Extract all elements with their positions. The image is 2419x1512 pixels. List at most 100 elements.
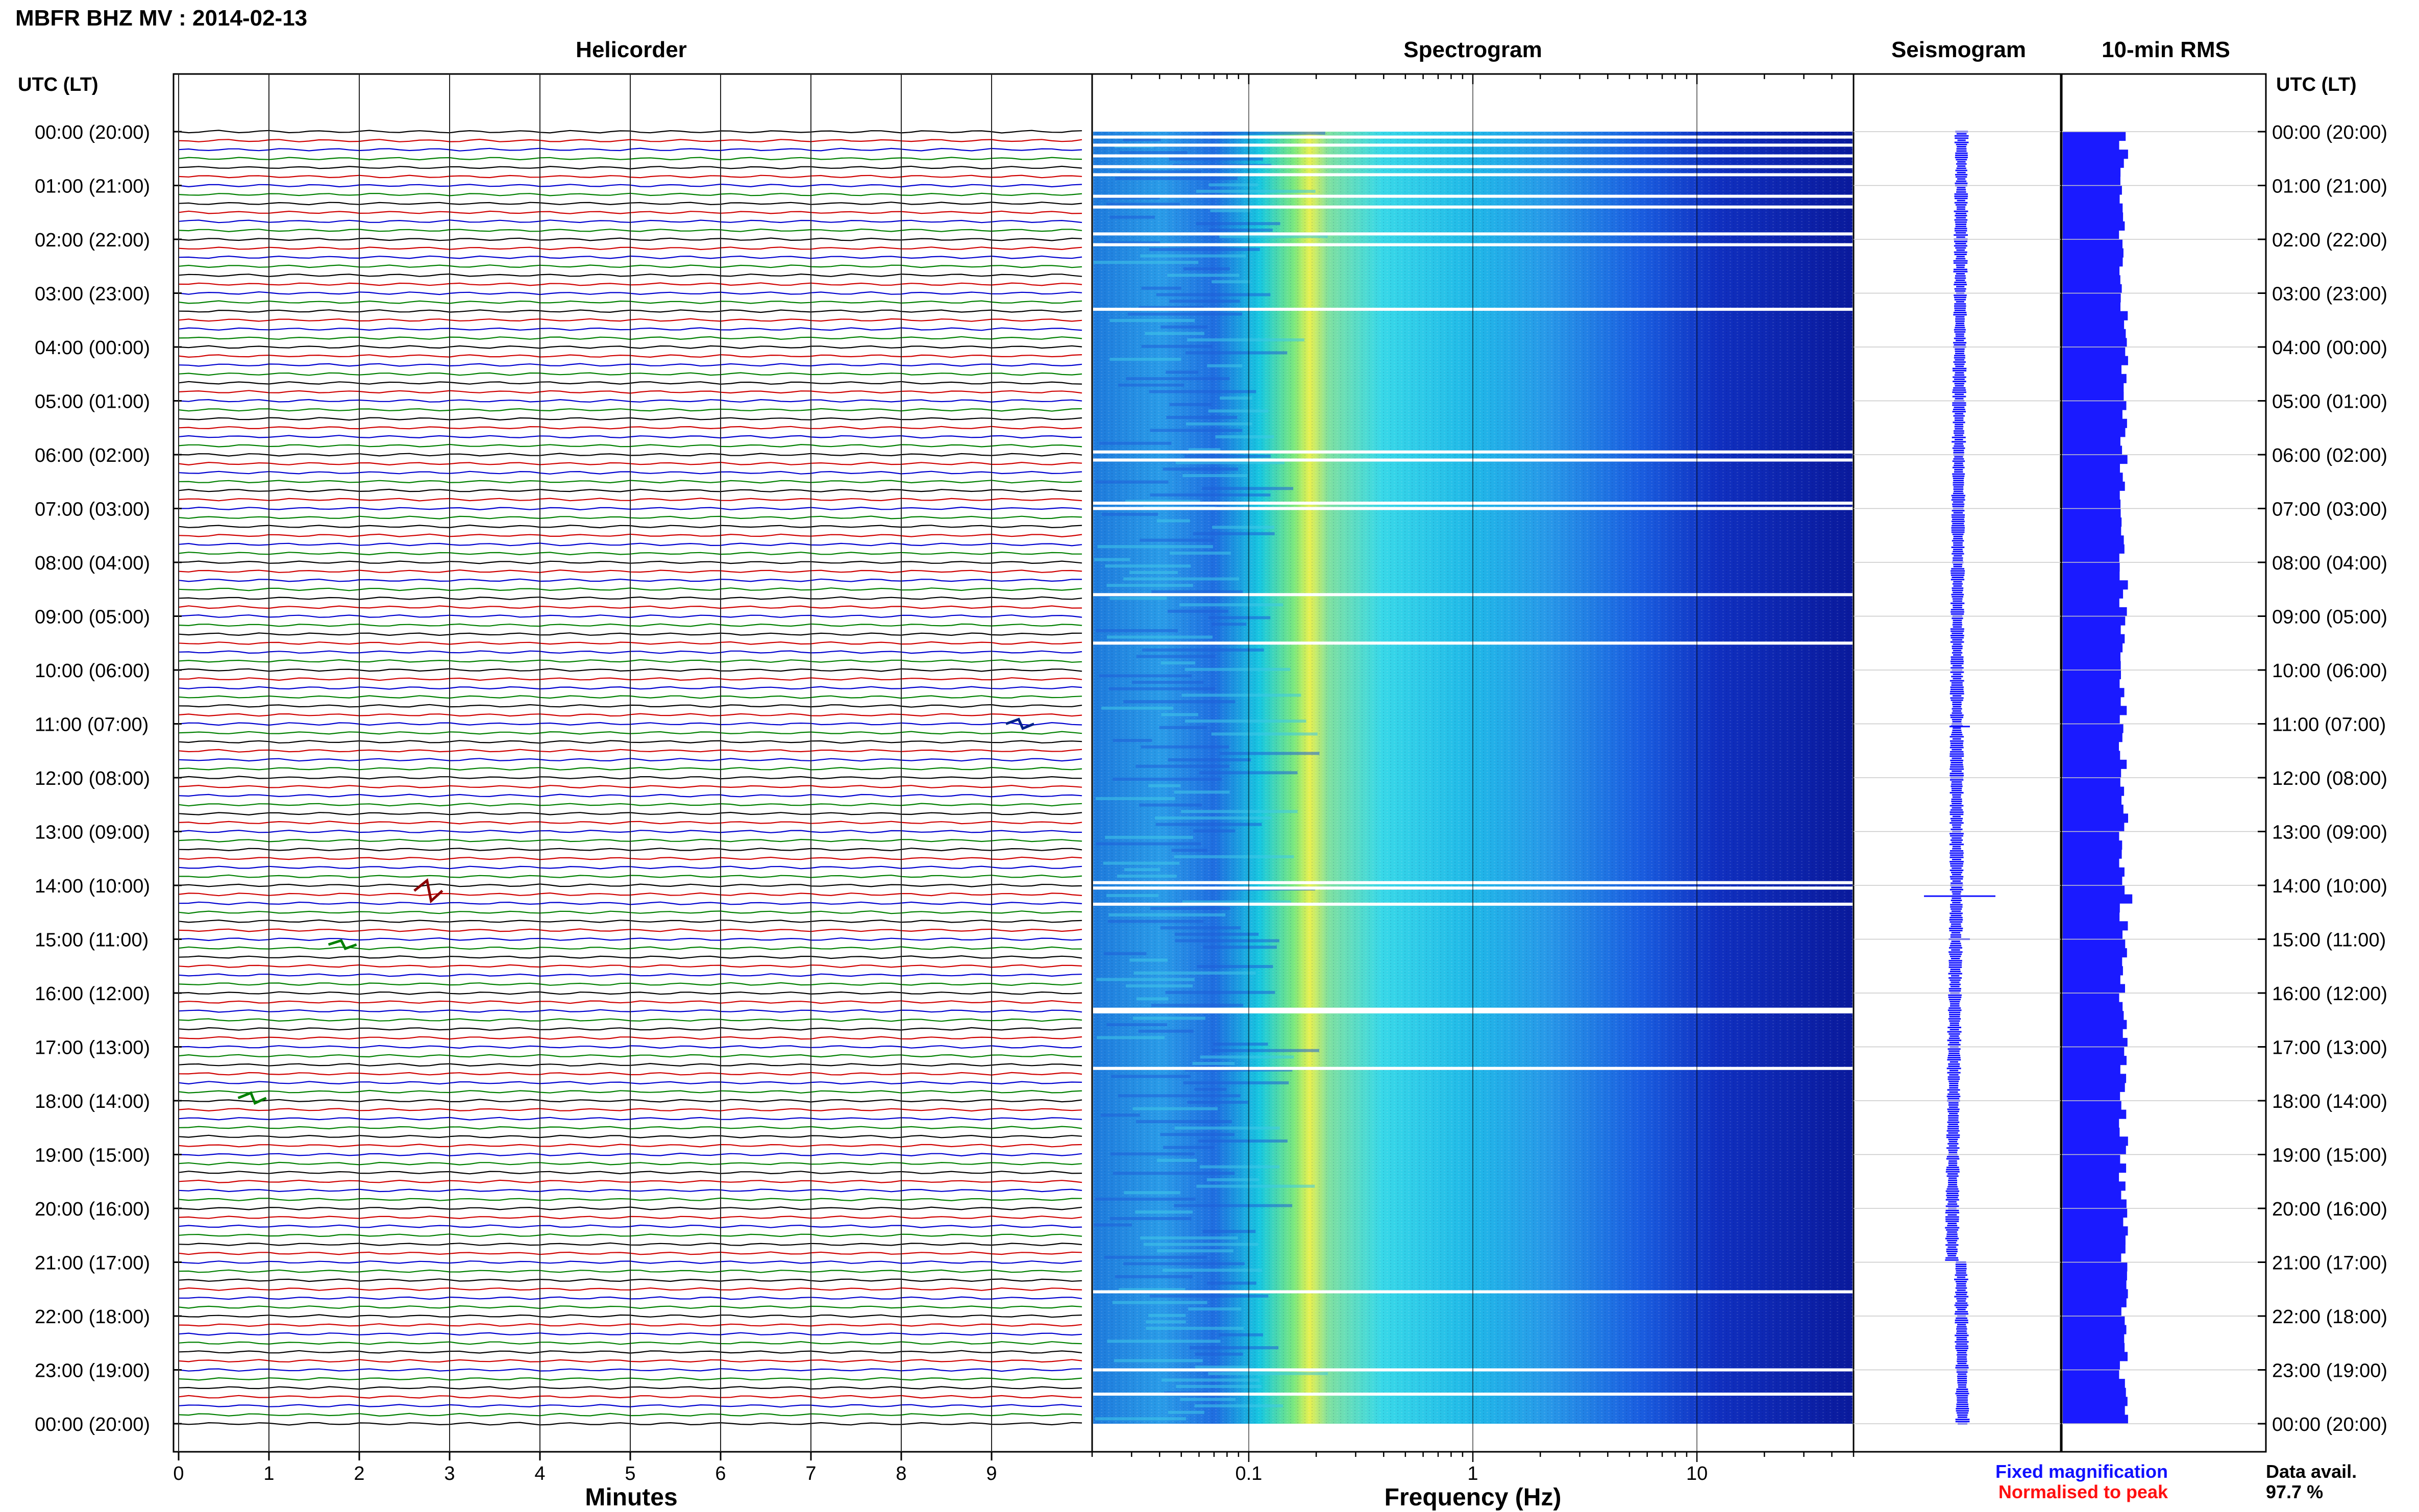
rms-bar — [2063, 714, 2120, 724]
rms-bar — [2063, 778, 2120, 787]
spectrogram-cell — [1151, 1004, 1244, 1007]
spectrogram-cell — [1219, 1333, 1263, 1336]
time-label: 21:00 (17:00) — [35, 1253, 150, 1274]
rms-bar — [2063, 894, 2133, 904]
rms-bar — [2063, 625, 2121, 635]
time-label: 10:00 (06:00) — [35, 660, 150, 682]
spectrogram-cell — [1196, 189, 1316, 193]
spectrogram-cell — [1174, 932, 1259, 936]
spectrogram-cell — [1157, 1249, 1233, 1253]
rms-bars — [2063, 132, 2133, 1424]
spectrogram-cell — [1157, 1158, 1197, 1162]
spectrogram-cell — [1155, 823, 1262, 826]
spectrogram-cell — [1096, 978, 1195, 981]
time-label: 12:00 (08:00) — [35, 768, 150, 789]
spectrogram-cell — [1123, 138, 1161, 141]
spectrogram-cell — [1095, 480, 1169, 484]
spectrogram-cell — [1115, 177, 1238, 180]
time-label: 03:00 (23:00) — [35, 284, 150, 305]
spectrogram-cell — [1136, 997, 1169, 1001]
time-label: 06:00 (02:00) — [35, 445, 150, 466]
time-label: 06:00 (02:00) — [2272, 445, 2387, 466]
rms-bar — [2063, 661, 2121, 671]
rms-bar — [2063, 526, 2121, 536]
time-label: 19:00 (15:00) — [35, 1145, 150, 1167]
spectrogram-cell — [1097, 1036, 1165, 1039]
frequency-axis-label: Frequency (Hz) — [1385, 1484, 1562, 1511]
rms-bar — [2063, 751, 2120, 760]
rms-bar — [2063, 1127, 2120, 1137]
spectrogram-cell — [1133, 971, 1256, 975]
rms-bar — [2063, 338, 2127, 348]
spectrogram-cell — [1211, 623, 1247, 626]
spectrogram-cell — [1140, 538, 1214, 542]
time-label: 21:00 (17:00) — [2272, 1253, 2387, 1274]
rms-bar — [2063, 849, 2122, 859]
time-label: 08:00 (04:00) — [35, 553, 150, 574]
spectrogram-cell — [1106, 584, 1193, 587]
frequency-tick-label: 0.1 — [1235, 1463, 1262, 1484]
time-label: 17:00 (13:00) — [35, 1037, 150, 1059]
spectrogram-cell — [1161, 713, 1198, 716]
rms-bar — [2063, 948, 2127, 958]
spectrogram-cell — [1096, 629, 1178, 632]
spectrogram-cell — [1213, 1043, 1268, 1046]
spectrogram-cell — [1169, 551, 1231, 555]
rms-bar — [2063, 410, 2122, 419]
rms-bar — [2063, 822, 2125, 832]
rms-bar — [2063, 813, 2128, 823]
helicorder-event — [413, 878, 443, 904]
spectrogram-cell — [1171, 849, 1207, 852]
spectrogram-cell — [1149, 247, 1260, 251]
time-axis-label-left: UTC (LT) — [18, 74, 98, 95]
spectrogram-cell — [1097, 545, 1213, 549]
spectrogram-cell — [1160, 926, 1241, 930]
spectrogram-cell — [1197, 965, 1273, 969]
spectrogram-cell — [1215, 435, 1274, 438]
rms-bar — [2063, 1056, 2127, 1065]
rms-bar — [2063, 804, 2124, 814]
rms-bar — [2063, 239, 2122, 249]
spectrogram-cell — [1136, 764, 1229, 768]
rms-bar — [2063, 1181, 2126, 1191]
time-label: 04:00 (00:00) — [2272, 337, 2387, 359]
spectrogram-cell — [1169, 300, 1240, 303]
spectrogram-cell — [1219, 752, 1320, 755]
time-label: 00:00 (20:00) — [35, 122, 150, 143]
spectrogram-cell — [1094, 1223, 1132, 1227]
rms-bar — [2063, 490, 2120, 500]
time-label: 23:00 (19:00) — [2272, 1360, 2387, 1382]
spectrogram-cell — [1154, 816, 1272, 820]
rms-bar — [2063, 733, 2122, 742]
rms-bar — [2063, 1343, 2125, 1352]
rms-bar — [2063, 203, 2123, 213]
minutes-tick-label: 4 — [534, 1463, 545, 1484]
spectrogram-cell — [1096, 842, 1201, 846]
spectrogram-cell — [1211, 732, 1318, 736]
spectrogram-cell — [1120, 151, 1188, 154]
rms-bar — [2063, 1119, 2119, 1128]
rms-bar — [2063, 356, 2128, 365]
time-label: 17:00 (13:00) — [2272, 1037, 2387, 1059]
spectrogram-cell — [1162, 1378, 1260, 1382]
rms-bar — [2063, 1163, 2127, 1173]
rms-bar — [2063, 634, 2125, 643]
rms-bar — [2063, 553, 2119, 563]
frequency-axis: 0.1 1 10 — [1091, 74, 1855, 1484]
rms-bar — [2063, 921, 2128, 931]
rms-bar — [2063, 966, 2123, 976]
rms-bar — [2063, 428, 2126, 437]
rms-bar — [2063, 383, 2124, 392]
spectrogram-cell — [1136, 655, 1216, 658]
spectrogram-cell — [1106, 1023, 1167, 1027]
spectrogram-cell — [1140, 1236, 1238, 1240]
spectrogram-cell — [1183, 1081, 1289, 1084]
time-label: 03:00 (23:00) — [2272, 284, 2387, 305]
rms-bar — [2063, 993, 2119, 1003]
rms-heading: 10-min RMS — [2102, 37, 2230, 62]
rms-bar — [2063, 1154, 2120, 1164]
spectrogram-cell — [1195, 1366, 1249, 1369]
rms-bar — [2063, 1172, 2119, 1182]
rms-bar — [2063, 158, 2124, 168]
spectrogram-cell — [1148, 784, 1181, 787]
